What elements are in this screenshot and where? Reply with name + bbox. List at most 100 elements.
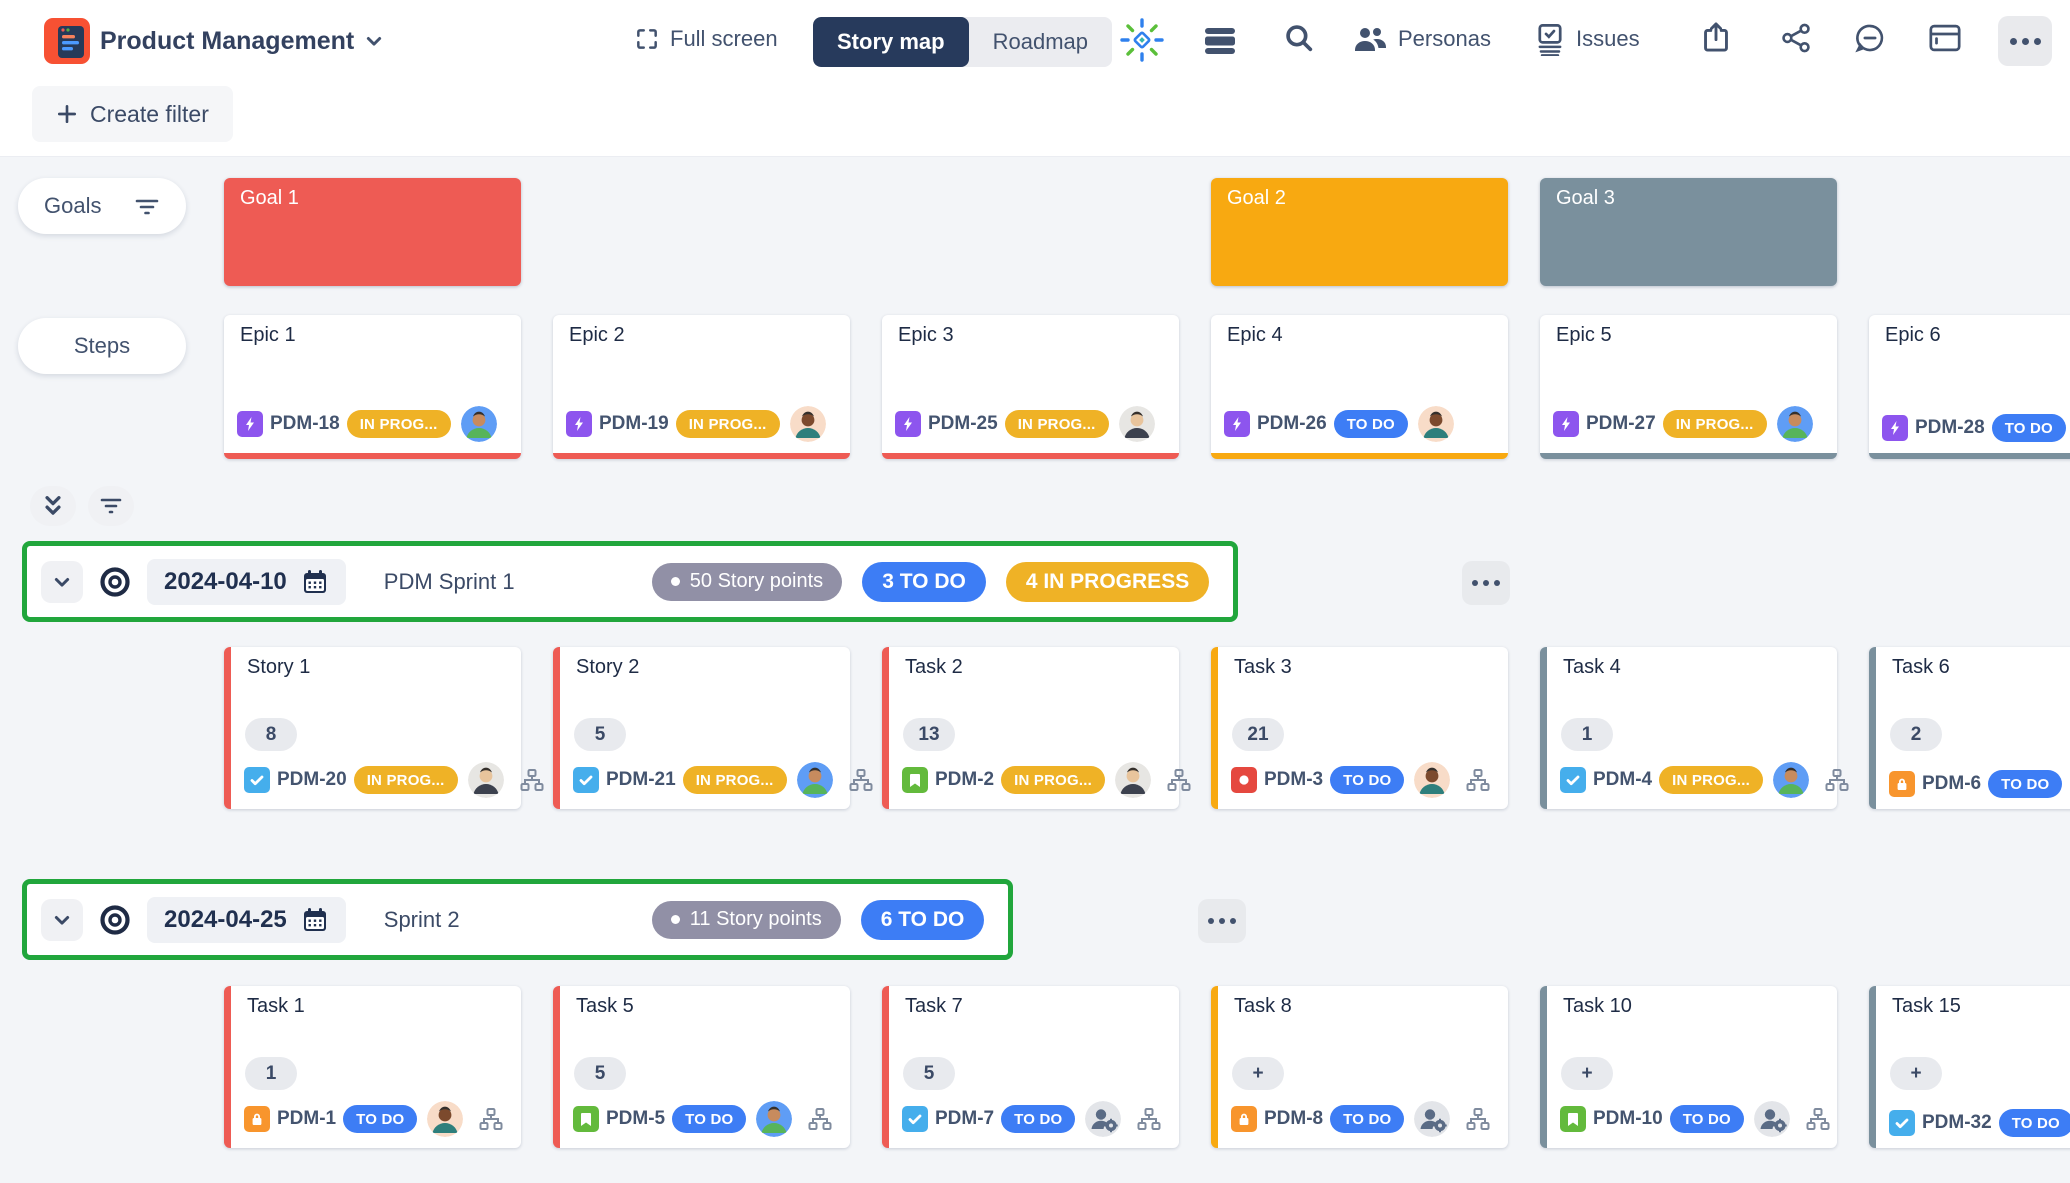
story-points-estimate[interactable]: 1 bbox=[245, 1057, 297, 1090]
sprint-more-button[interactable] bbox=[1198, 899, 1246, 943]
share-icon[interactable] bbox=[1780, 22, 1812, 54]
hierarchy-icon[interactable] bbox=[1465, 1107, 1491, 1131]
issue-card[interactable]: Task 6 2 PDM-6 TO DO bbox=[1869, 647, 2070, 809]
sprint-cards-row: Task 1 1 PDM-1 TO DO Task 5 5 PDM-5 TO DO Task 7… bbox=[0, 986, 2070, 1148]
hierarchy-icon[interactable] bbox=[1824, 768, 1850, 792]
collapse-all-button[interactable] bbox=[30, 486, 76, 526]
ai-sparkle-icon[interactable] bbox=[1118, 16, 1166, 64]
panel-view-icon[interactable] bbox=[1928, 22, 1962, 54]
assignee-avatar bbox=[460, 406, 497, 442]
issue-card[interactable]: Task 3 21 PDM-3 TO DO bbox=[1211, 647, 1508, 809]
status-badge[interactable]: TO DO bbox=[1669, 1105, 1744, 1133]
tab-roadmap[interactable]: Roadmap bbox=[992, 29, 1088, 54]
header-more-button[interactable] bbox=[1998, 16, 2052, 66]
filter-button[interactable] bbox=[88, 486, 134, 526]
board-title-chevron-down-icon[interactable] bbox=[364, 31, 384, 51]
issue-card[interactable]: Task 4 1 PDM-4 IN PROG... bbox=[1540, 647, 1849, 809]
status-badge[interactable]: TO DO bbox=[1333, 410, 1408, 438]
goals-rail-pill[interactable]: Goals bbox=[18, 178, 186, 234]
epic-card[interactable]: Epic 2 PDM-19 IN PROG... bbox=[553, 315, 850, 459]
status-badge[interactable]: IN PROG... bbox=[682, 766, 787, 794]
hierarchy-icon[interactable] bbox=[1166, 768, 1192, 792]
epic-card[interactable]: Epic 3 PDM-25 IN PROG... bbox=[882, 315, 1179, 459]
sprint-date-chip[interactable]: 2024-04-25 bbox=[147, 896, 346, 943]
comment-icon[interactable] bbox=[1854, 22, 1886, 54]
hierarchy-icon[interactable] bbox=[519, 768, 545, 792]
issue-key: PDM-7 bbox=[935, 1108, 995, 1129]
status-badge[interactable]: IN PROG... bbox=[346, 410, 451, 438]
hierarchy-icon[interactable] bbox=[1136, 1107, 1162, 1131]
bug-type-icon bbox=[1231, 767, 1257, 793]
sprint-collapse-button[interactable] bbox=[41, 560, 83, 603]
status-badge[interactable]: IN PROG... bbox=[1659, 766, 1763, 794]
status-badge[interactable]: IN PROG... bbox=[1662, 410, 1767, 438]
export-icon[interactable] bbox=[1700, 20, 1732, 54]
issue-card[interactable]: Task 7 5 PDM-7 TO DO bbox=[882, 986, 1179, 1148]
epic-card[interactable]: Epic 5 PDM-27 IN PROG... bbox=[1540, 315, 1837, 459]
story-points-estimate[interactable]: + bbox=[1890, 1057, 1942, 1090]
filter-icon bbox=[100, 498, 122, 514]
story-points-estimate[interactable]: 5 bbox=[574, 718, 626, 751]
hierarchy-icon[interactable] bbox=[1465, 768, 1491, 792]
epic-title: Epic 4 bbox=[1227, 324, 1283, 346]
search-icon[interactable] bbox=[1282, 21, 1316, 55]
steps-rail-pill[interactable]: Steps bbox=[18, 318, 186, 374]
status-badge[interactable]: TO DO bbox=[1001, 1105, 1076, 1133]
fullscreen-button[interactable]: Full screen bbox=[634, 26, 778, 52]
issue-card[interactable]: Story 2 5 PDM-21 IN PROG... bbox=[553, 647, 873, 809]
story-points-estimate[interactable]: 2 bbox=[1890, 718, 1942, 751]
story-points-estimate[interactable]: 8 bbox=[245, 718, 297, 751]
status-badge[interactable]: TO DO bbox=[1998, 1109, 2070, 1137]
lock-type-icon bbox=[244, 1106, 270, 1132]
hierarchy-icon[interactable] bbox=[1805, 1107, 1831, 1131]
status-badge[interactable]: TO DO bbox=[1991, 414, 2066, 442]
hierarchy-icon[interactable] bbox=[478, 1107, 504, 1131]
issue-card[interactable]: Task 5 5 PDM-5 TO DO bbox=[553, 986, 850, 1148]
status-badge[interactable]: IN PROG... bbox=[1001, 766, 1105, 794]
personas-button[interactable]: Personas bbox=[1352, 22, 1491, 56]
goal-card[interactable]: Goal 1 bbox=[224, 178, 521, 286]
status-badge[interactable]: TO DO bbox=[1330, 766, 1405, 794]
issue-card[interactable]: Task 10 + PDM-10 TO DO bbox=[1540, 986, 1837, 1148]
create-filter-button[interactable]: Create filter bbox=[32, 86, 233, 142]
board-title-group[interactable]: Product Management bbox=[44, 18, 384, 64]
tab-story-map[interactable]: Story map bbox=[813, 17, 969, 67]
goals-filter-icon[interactable] bbox=[134, 195, 160, 217]
issue-card[interactable]: Story 1 8 PDM-20 IN PROG... bbox=[224, 647, 544, 809]
issue-card[interactable]: Task 2 13 PDM-2 IN PROG... bbox=[882, 647, 1191, 809]
hierarchy-icon[interactable] bbox=[848, 768, 874, 792]
hierarchy-icon[interactable] bbox=[807, 1107, 833, 1131]
story-points-estimate[interactable]: 5 bbox=[574, 1057, 626, 1090]
story-points-estimate[interactable]: 1 bbox=[1561, 718, 1613, 751]
issue-key: PDM-6 bbox=[1922, 773, 1982, 794]
issue-foot: PDM-32 TO DO bbox=[1889, 1109, 2070, 1137]
issue-card[interactable]: Task 15 + PDM-32 TO DO bbox=[1869, 986, 2070, 1148]
issue-key: PDM-21 bbox=[606, 769, 676, 790]
issues-button[interactable]: Issues bbox=[1534, 22, 1640, 56]
issue-card[interactable]: Task 8 + PDM-8 TO DO bbox=[1211, 986, 1508, 1148]
swimlanes-icon[interactable] bbox=[1202, 23, 1238, 59]
issue-foot: PDM-8 TO DO bbox=[1231, 1101, 1502, 1137]
status-badge[interactable]: TO DO bbox=[343, 1105, 418, 1133]
goal-card[interactable]: Goal 3 bbox=[1540, 178, 1837, 286]
epic-card[interactable]: Epic 6 PDM-28 TO DO bbox=[1869, 315, 2070, 459]
status-badge[interactable]: TO DO bbox=[1988, 770, 2063, 798]
status-badge[interactable]: TO DO bbox=[1330, 1105, 1405, 1133]
status-badge[interactable]: IN PROG... bbox=[675, 410, 780, 438]
story-points-estimate[interactable]: 21 bbox=[1232, 718, 1284, 751]
issue-title: Story 2 bbox=[576, 656, 640, 678]
story-points-estimate[interactable]: + bbox=[1561, 1057, 1613, 1090]
sprint-date-chip[interactable]: 2024-04-10 bbox=[147, 558, 346, 605]
epic-card[interactable]: Epic 4 PDM-26 TO DO bbox=[1211, 315, 1508, 459]
story-points-estimate[interactable]: 5 bbox=[903, 1057, 955, 1090]
story-points-estimate[interactable]: 13 bbox=[903, 718, 955, 751]
status-badge[interactable]: IN PROG... bbox=[1004, 410, 1109, 438]
sprint-more-button[interactable] bbox=[1462, 561, 1510, 605]
story-points-estimate[interactable]: + bbox=[1232, 1057, 1284, 1090]
goal-card[interactable]: Goal 2 bbox=[1211, 178, 1508, 286]
status-badge[interactable]: IN PROG... bbox=[353, 766, 458, 794]
sprint-collapse-button[interactable] bbox=[41, 898, 83, 941]
status-badge[interactable]: TO DO bbox=[672, 1105, 747, 1133]
issue-card[interactable]: Task 1 1 PDM-1 TO DO bbox=[224, 986, 521, 1148]
epic-card[interactable]: Epic 1 PDM-18 IN PROG... bbox=[224, 315, 521, 459]
